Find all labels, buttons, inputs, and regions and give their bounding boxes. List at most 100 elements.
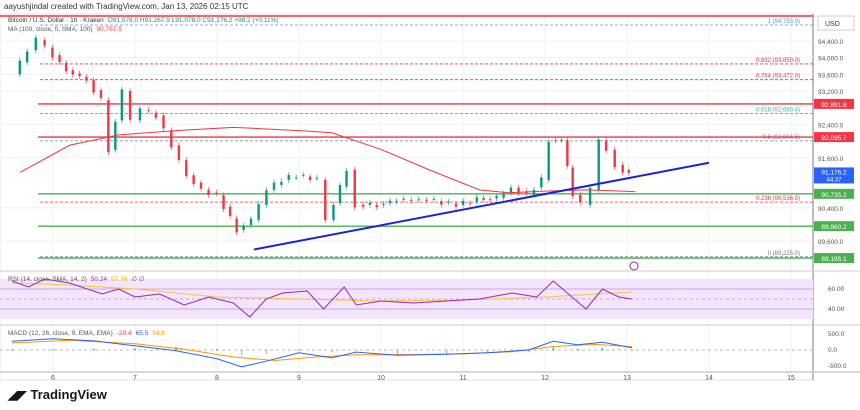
candle-body (566, 140, 569, 167)
candle-body (147, 110, 150, 112)
candle-body (162, 115, 165, 129)
candle-body (571, 167, 574, 197)
x-tick-label: 10 (377, 375, 385, 382)
level-price-label: 92,095.7 (821, 135, 847, 142)
candle-body (265, 190, 268, 205)
candle-body (488, 199, 492, 201)
macd-histogram-bar (134, 348, 136, 351)
ma100-line (19, 126, 636, 194)
candle-body (440, 201, 443, 205)
x-tick-label: 7 (133, 375, 137, 382)
candle-body (51, 47, 54, 58)
y-tick-label: 89,600.0 (818, 239, 844, 246)
level-price-tag (814, 221, 854, 232)
macd-histogram-bar (331, 350, 333, 353)
x-tick-label: 11 (459, 375, 466, 382)
candle-body (361, 204, 365, 207)
candle-body (547, 141, 550, 180)
fib-level-label: 0.236 (90,536.9) (756, 196, 800, 202)
fib-level-label: 0.832 (93,850.0) (756, 58, 800, 64)
rsi-sma-value: 57.76 (111, 276, 128, 283)
candle-body (417, 199, 421, 201)
x-tick-label: 8 (215, 375, 219, 382)
candle-body (280, 181, 283, 185)
chart-credit: aayushjindal created with TradingView.co… (4, 2, 249, 11)
macd-hist-value: -29.4 (117, 330, 132, 337)
candle-body (382, 203, 385, 205)
macd-histogram-bar (446, 350, 448, 356)
y-tick-label: 92,400.0 (818, 122, 844, 129)
candle-body (92, 80, 95, 93)
y-tick-label: 94,400.0 (818, 39, 844, 46)
macd-histogram-bar (11, 349, 13, 351)
candle-body (272, 182, 276, 190)
ohlc-values: O91,078.0 H91,267.9 L91,078.0 C91,176.2 … (108, 17, 279, 24)
x-tick-label: 12 (541, 375, 549, 382)
ma-legend: MA (100, close, 0, SMA, 100) (8, 26, 93, 33)
candle-body (71, 70, 75, 75)
macd-line (11, 338, 633, 368)
macd-histogram-bar (93, 348, 95, 351)
candle-body (475, 197, 479, 202)
candle-body (99, 90, 103, 99)
macd-histogram-bar (528, 350, 530, 353)
candle-body (85, 76, 88, 81)
candle-body (604, 140, 608, 151)
x-tick-label: 13 (623, 375, 631, 382)
rsi-band (0, 279, 813, 319)
candle-body (58, 55, 61, 63)
candle-body (454, 203, 458, 207)
candle-body (177, 145, 181, 160)
trendline (253, 161, 710, 251)
macd-histogram-bar (355, 350, 357, 351)
y-tick-label: 94,000.0 (818, 56, 844, 63)
level-price-tag (814, 188, 854, 199)
candle-body (621, 164, 624, 173)
candle-body (375, 204, 378, 208)
candle-body (228, 206, 232, 216)
candle-body (597, 139, 600, 190)
level-price-tag (814, 132, 854, 143)
candle-body (345, 171, 348, 187)
candle-body (107, 100, 110, 153)
candle-body (207, 189, 210, 196)
level-price-tag (814, 253, 854, 264)
candle-body (120, 89, 124, 121)
macd-signal-value: 94.8 (152, 330, 165, 337)
candle-body (425, 199, 428, 201)
candle-body (308, 176, 312, 180)
candle-body (338, 185, 342, 204)
rsi-tick-label: 40.00 (828, 306, 845, 313)
candle-body (540, 177, 543, 188)
candle-body (242, 225, 245, 230)
candle-body (447, 201, 450, 203)
last-price-label: 91,176.2 (821, 169, 847, 176)
candle-body (64, 62, 68, 72)
macd-tick-label: -500.0 (828, 363, 847, 370)
candle-body (388, 200, 392, 204)
macd-histogram-bar (552, 347, 554, 351)
fib-level-label: 1 (94,783.9) (768, 19, 800, 25)
candle-body (78, 73, 81, 77)
level-price-label: 92,891.8 (821, 102, 847, 109)
candle-body (368, 202, 372, 205)
alert-marker-icon (629, 261, 639, 271)
macd-histogram-bar (601, 347, 603, 351)
candle-body (588, 187, 592, 205)
level-price-label: 89,195.1 (821, 256, 847, 263)
macd-legend: MACD (12, 26, close, 9, EMA, EMA) (8, 330, 113, 337)
candle-body (315, 177, 319, 179)
candle-body (502, 193, 505, 198)
fib-level-label: 0.5 (92,004.5) (763, 135, 800, 141)
candle-body (432, 198, 436, 200)
rsi-tick-label: 60.00 (828, 286, 845, 293)
candle-body (560, 139, 563, 141)
symbol-title: Bitcoin / U.S. Dollar · 1h · Kraken (8, 17, 104, 24)
x-tick-label: 9 (297, 375, 301, 382)
candle-body (402, 198, 405, 200)
candle-body (294, 177, 298, 179)
candle-body (509, 187, 513, 193)
candle-body (222, 195, 225, 210)
macd-histogram-bar (298, 349, 300, 351)
